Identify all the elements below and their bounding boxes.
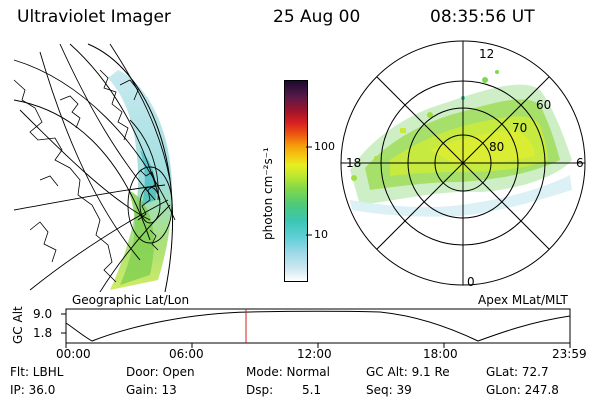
- status-dsp-label: Dsp:: [246, 383, 274, 397]
- status-dsp-value: 5.1: [302, 383, 322, 397]
- date-label: 25 Aug 00: [273, 7, 361, 27]
- status-glon: GLon: 247.8: [486, 383, 559, 397]
- altitude-axis-label: GC Alt: [11, 306, 25, 344]
- colorbar: [284, 80, 308, 282]
- altitude-xtick-1200: 12:00: [297, 347, 332, 361]
- mlt-label-0: 0: [467, 275, 475, 289]
- altitude-xtick-1800: 18:00: [423, 347, 458, 361]
- colorbar-tick-100: 100: [314, 140, 335, 153]
- altitude-ytick-high: 9.0: [33, 307, 53, 321]
- altitude-xtick-0600: 06:00: [169, 347, 204, 361]
- status-ip: IP: 36.0: [10, 383, 56, 397]
- mlt-label-18: 18: [346, 156, 362, 170]
- status-gain: Gain: 13: [126, 383, 177, 397]
- status-seq: Seq: 39: [366, 383, 412, 397]
- status-gc-alt: GC Alt: 9.1 Re: [366, 365, 450, 379]
- altitude-xtick-2359: 23:59: [552, 347, 587, 361]
- status-mode: Mode: Normal: [246, 365, 330, 379]
- instrument-title: Ultraviolet Imager: [17, 7, 171, 27]
- geo-panel-label: Geographic Lat/Lon: [72, 293, 190, 307]
- mlt-label-12: 12: [479, 47, 495, 61]
- altitude-xtick-0000: 00:00: [56, 347, 91, 361]
- time-label: 08:35:56 UT: [430, 7, 535, 27]
- mlat-label-80: 80: [489, 140, 505, 154]
- status-filter: Flt: LBHL: [10, 365, 64, 379]
- mlat-label-60: 60: [536, 98, 552, 112]
- altitude-curve: [65, 310, 571, 342]
- mlat-label-70: 70: [512, 121, 528, 135]
- altitude-ytick-low: 1.8: [33, 326, 53, 340]
- mlt-label-6: 6: [576, 156, 584, 170]
- status-glat: GLat: 72.7: [486, 365, 549, 379]
- status-door: Door: Open: [126, 365, 195, 379]
- polar-panel-label: Apex MLat/MLT: [478, 293, 568, 307]
- colorbar-tick-10: 10: [314, 228, 328, 241]
- aurora-band-geo: [108, 70, 173, 290]
